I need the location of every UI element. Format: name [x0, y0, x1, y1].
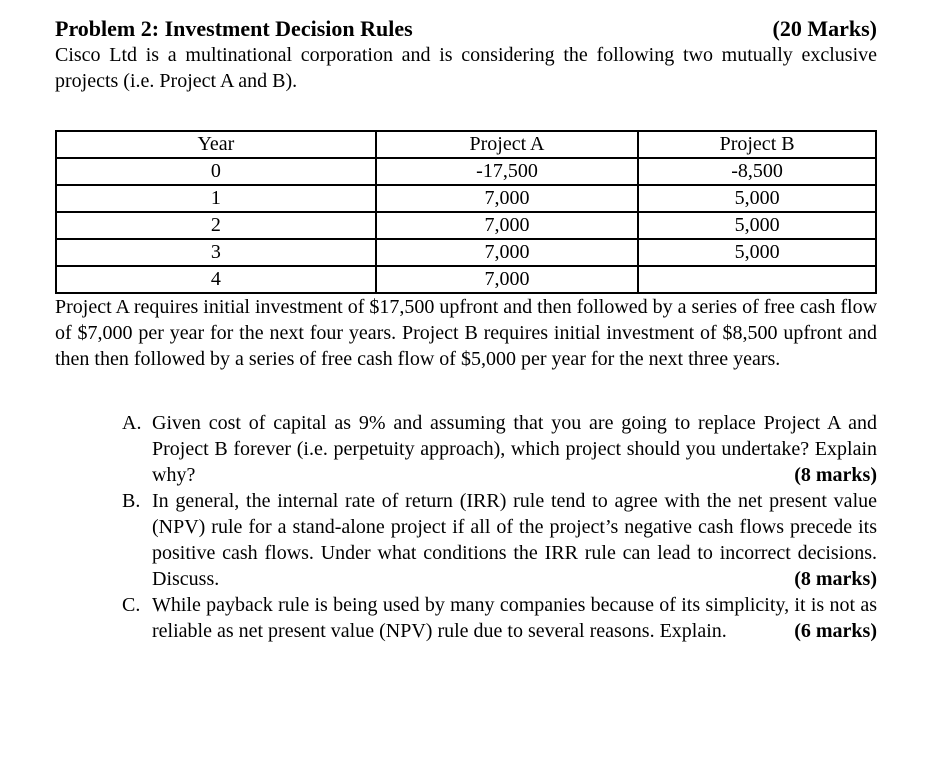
- table-row: 4 7,000: [55, 265, 877, 294]
- cell-year: 1: [55, 184, 377, 213]
- question-text: In general, the internal rate of return …: [152, 490, 877, 590]
- question-marks: (6 marks): [794, 620, 877, 642]
- cell-project-b: 5,000: [637, 211, 877, 240]
- intro-paragraph: Cisco Ltd is a multinational corporation…: [55, 44, 877, 92]
- table-row: 0 -17,500 -8,500: [55, 157, 877, 186]
- question-item-b: B. In general, the internal rate of retur…: [122, 488, 877, 592]
- cell-project-a: -17,500: [374, 157, 640, 186]
- question-text: Given cost of capital as 9% and assuming…: [152, 412, 877, 486]
- cell-project-a: 7,000: [374, 265, 640, 294]
- col-header-project-a: Project A: [374, 130, 640, 159]
- cell-project-b: -8,500: [637, 157, 877, 186]
- problem-header: Problem 2: Investment Decision Rules (20…: [55, 16, 877, 42]
- cell-year: 4: [55, 265, 377, 294]
- question-marks: (8 marks): [794, 568, 877, 590]
- cell-project-a: 7,000: [374, 184, 640, 213]
- cell-project-b: 5,000: [637, 184, 877, 213]
- cell-project-a: 7,000: [374, 238, 640, 267]
- question-marker: C.: [122, 594, 141, 616]
- question-marker: A.: [122, 412, 142, 434]
- cell-year: 0: [55, 157, 377, 186]
- problem-title: Problem 2: Investment Decision Rules: [55, 16, 413, 41]
- question-item-c: C. While payback rule is being used by ma…: [122, 592, 877, 644]
- problem-total-marks: (20 Marks): [772, 16, 877, 41]
- description-paragraph: Project A requires initial investment of…: [55, 296, 878, 370]
- cashflow-table: Year Project A Project B 0 -17,500 -8,50…: [55, 130, 877, 294]
- question-marks: (8 marks): [794, 464, 877, 486]
- table-header-row: Year Project A Project B: [55, 130, 877, 159]
- cell-project-b: [637, 265, 877, 294]
- col-header-year: Year: [55, 130, 377, 159]
- question-list: A. Given cost of capital as 9% and assumi…: [122, 410, 877, 644]
- table-row: 1 7,000 5,000: [55, 184, 877, 213]
- cell-year: 3: [55, 238, 377, 267]
- question-item-a: A. Given cost of capital as 9% and assumi…: [122, 410, 877, 488]
- cell-project-a: 7,000: [374, 211, 640, 240]
- table-row: 3 7,000 5,000: [55, 238, 877, 267]
- table-row: 2 7,000 5,000: [55, 211, 877, 240]
- question-text: While payback rule is being used by many…: [152, 594, 877, 642]
- cell-year: 2: [55, 211, 377, 240]
- question-marker: B.: [122, 490, 141, 512]
- cell-project-b: 5,000: [637, 238, 877, 267]
- col-header-project-b: Project B: [637, 130, 877, 159]
